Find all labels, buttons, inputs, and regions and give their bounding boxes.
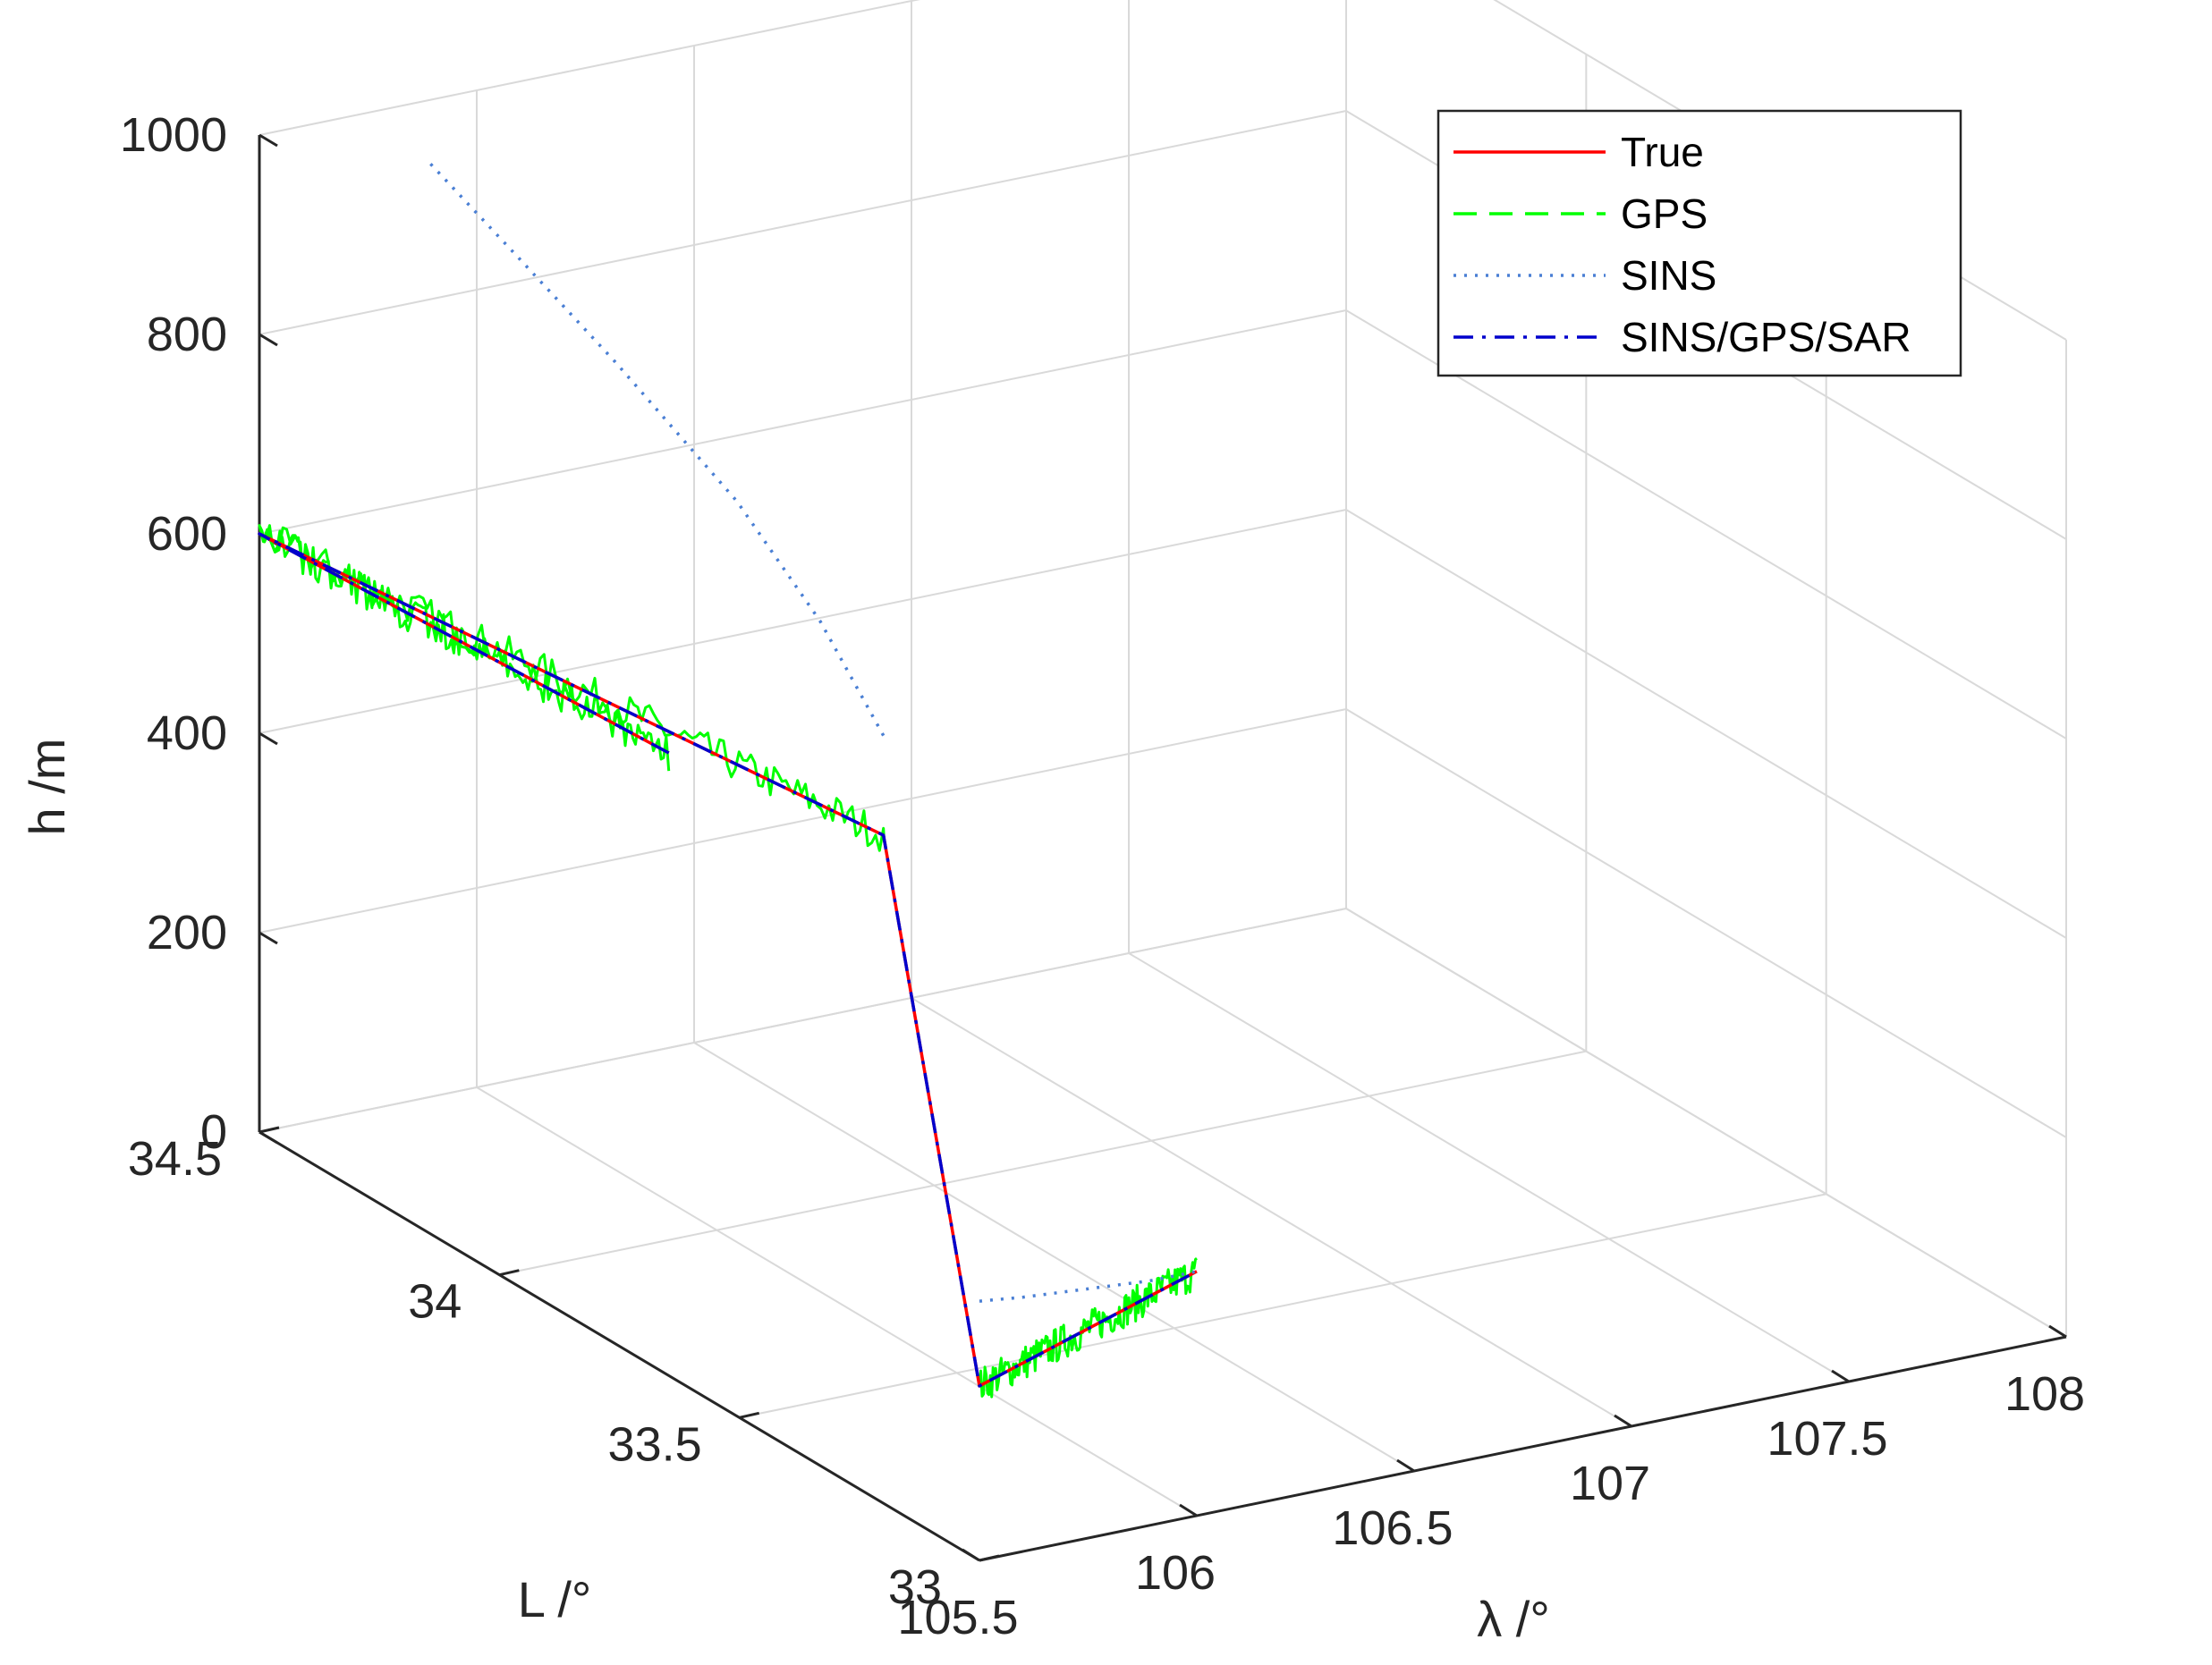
grid-line bbox=[1128, 952, 1850, 1382]
grid-line bbox=[1345, 708, 2067, 1138]
grid-line bbox=[258, 309, 1347, 535]
legend-label-true: True bbox=[1621, 129, 1704, 175]
y-tick-label: 33 bbox=[888, 1560, 942, 1614]
y-tick-mark bbox=[979, 1554, 1000, 1562]
grid-line bbox=[258, 0, 920, 136]
x-tick-mark bbox=[1179, 1503, 1198, 1517]
series-sins-gps-sar-line bbox=[258, 532, 1198, 1388]
grid-line bbox=[258, 908, 1347, 1133]
x-tick-mark bbox=[1831, 1369, 1850, 1383]
grid-line bbox=[911, 997, 1632, 1427]
y-axis-line bbox=[258, 1130, 980, 1562]
x-tick-mark bbox=[1614, 1414, 1632, 1428]
z-tick-label: 800 bbox=[147, 308, 227, 361]
z-tick-mark bbox=[258, 931, 278, 945]
z-axis-label: h /m bbox=[19, 739, 75, 836]
legend-label-gps: GPS bbox=[1621, 190, 1708, 237]
x-tick-mark bbox=[1396, 1458, 1415, 1473]
grid-line bbox=[476, 1086, 1198, 1517]
x-axis-label: λ /° bbox=[1477, 1591, 1550, 1647]
grid-line bbox=[258, 509, 1347, 734]
legend-box bbox=[1437, 109, 1962, 377]
y-tick-label: 34.5 bbox=[128, 1132, 222, 1186]
z-tick-label: 1000 bbox=[120, 108, 227, 162]
y-tick-mark bbox=[499, 1269, 520, 1277]
x-tick-mark bbox=[2048, 1324, 2067, 1339]
z-tick-label: 0 bbox=[200, 1105, 227, 1159]
axis-labels: λ /° L /° h /m bbox=[19, 739, 1550, 1647]
x-tick-label: 106 bbox=[1135, 1546, 1216, 1600]
x-tick-label: 107 bbox=[1570, 1457, 1650, 1510]
grid-line bbox=[1345, 908, 2067, 1338]
y-tick-mark bbox=[258, 1126, 280, 1134]
x-tick-label: 107.5 bbox=[1767, 1412, 1887, 1466]
grid-line bbox=[258, 110, 1347, 335]
z-tick-label: 400 bbox=[147, 706, 227, 760]
y-tick-label: 34 bbox=[408, 1275, 462, 1329]
legend: True GPS SINS SINS/GPS/SAR bbox=[1437, 109, 1962, 377]
grid-line bbox=[739, 1193, 1826, 1419]
z-tick-mark bbox=[258, 133, 278, 148]
series-sins-line bbox=[979, 1270, 1198, 1303]
series-sins-line bbox=[426, 158, 886, 737]
x-axis-line bbox=[979, 1335, 2067, 1562]
y-tick-mark bbox=[739, 1411, 759, 1419]
x-tick-mark bbox=[962, 1548, 980, 1562]
z-tick-label: 200 bbox=[147, 906, 227, 959]
grid-line bbox=[1345, 309, 2067, 740]
y-axis-label: L /° bbox=[518, 1571, 592, 1627]
z-tick-mark bbox=[258, 731, 278, 746]
axes: 105.5 106 106.5 107 107.5 108 33 33.5 34 34.50 200… bbox=[120, 108, 2085, 1644]
x-tick-label: 108 bbox=[2004, 1367, 2085, 1421]
legend-label-sins: SINS bbox=[1621, 252, 1716, 299]
x-tick-label: 105.5 bbox=[897, 1591, 1018, 1644]
data-series bbox=[258, 158, 1198, 1399]
grid-line bbox=[693, 1042, 1415, 1472]
z-tick-mark bbox=[258, 1130, 278, 1145]
legend-label-sins-gps-sar: SINS/GPS/SAR bbox=[1621, 314, 1911, 360]
grid-line bbox=[499, 1050, 1587, 1276]
z-tick-label: 600 bbox=[147, 507, 227, 561]
x-tick-label: 106.5 bbox=[1332, 1501, 1453, 1555]
series-gps-line bbox=[258, 524, 1198, 1399]
grid-line bbox=[258, 708, 1347, 934]
y-tick-label: 33.5 bbox=[608, 1417, 702, 1471]
grid-line bbox=[1345, 509, 2067, 939]
z-tick-mark bbox=[258, 333, 278, 347]
